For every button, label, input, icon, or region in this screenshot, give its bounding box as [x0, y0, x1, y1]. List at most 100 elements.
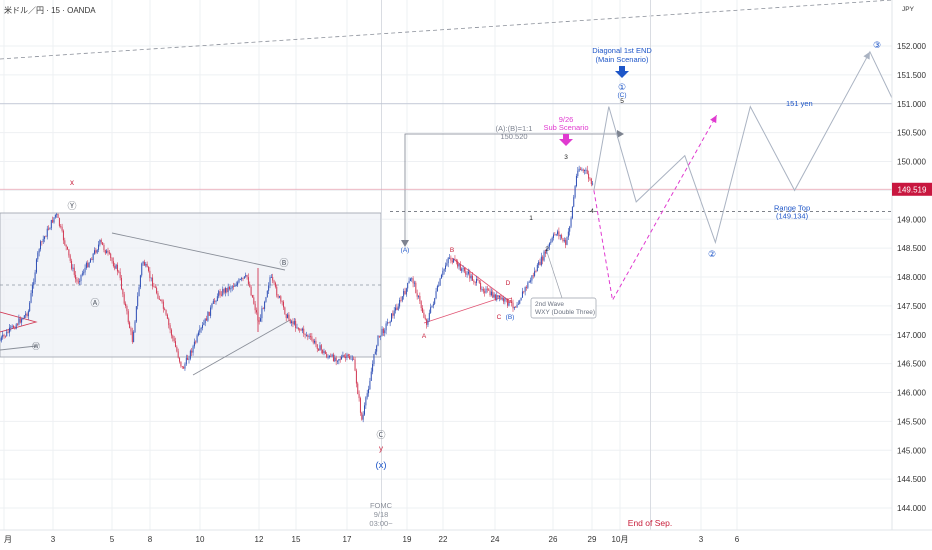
candles[interactable] [0, 165, 594, 423]
candle-body [130, 328, 132, 332]
candle-body [473, 280, 475, 283]
candle-body [523, 291, 525, 293]
candle-body [303, 328, 305, 334]
candle-body [330, 355, 332, 357]
candle-body [60, 225, 62, 227]
wave-a: A [422, 333, 427, 340]
candle-body [310, 336, 311, 338]
candle-body [454, 258, 456, 260]
candle-body [418, 295, 419, 297]
candle-body [436, 286, 438, 292]
x-tick-label: 17 [343, 535, 352, 544]
candle-body [61, 226, 63, 231]
candle-body [162, 301, 164, 309]
candle-body [467, 271, 469, 274]
candle-body [492, 291, 494, 298]
range-box[interactable] [0, 212, 382, 358]
candle-body [476, 278, 478, 283]
candle-body [289, 319, 291, 324]
candle-body [195, 341, 197, 343]
candle-body [350, 358, 352, 360]
diagonal-end-arrow [615, 66, 629, 78]
candle-body [391, 313, 392, 322]
candle-body [288, 314, 290, 320]
candle-body [143, 261, 145, 266]
candle-body [385, 323, 387, 331]
candle-body [415, 282, 417, 294]
second-wave-label-2: WXY (Double Three) [535, 309, 595, 316]
level-151-label: 151 yen [786, 99, 813, 108]
candle-body [177, 351, 179, 358]
candle-body [304, 333, 306, 336]
candle-body [526, 287, 527, 288]
candle-body [64, 240, 66, 245]
candle-body [246, 275, 248, 278]
candle-body [180, 361, 182, 367]
candle-body [6, 331, 8, 337]
candle-body [357, 383, 359, 395]
candle-body [585, 169, 587, 171]
y-tick-label: 151.000 [897, 100, 926, 109]
time-axis[interactable]: 月 3 5 8 10 12 15 17 19 22 24 26 29 10月 3 6 [4, 535, 740, 544]
candle-body [68, 249, 70, 256]
candle-body [131, 331, 133, 343]
y-tick-label: 145.500 [897, 417, 926, 426]
candle-body [99, 239, 101, 245]
candle-body [34, 272, 36, 283]
candle-body [154, 286, 156, 288]
candle-body [542, 256, 544, 261]
candle-body [223, 289, 225, 293]
candle-body [169, 325, 171, 330]
y-tick-label: 149.000 [897, 215, 926, 224]
candle-body [469, 271, 471, 279]
candle-body [187, 357, 189, 360]
candle-body [277, 295, 279, 298]
candle-body [2, 334, 4, 338]
candle-body [424, 317, 426, 320]
candle-body [490, 291, 492, 296]
y-tick-label: 147.000 [897, 331, 926, 340]
candle-body [273, 280, 275, 283]
abc-wedge-drawing[interactable] [423, 257, 509, 324]
candle-body [504, 298, 506, 302]
main-scenario-projection[interactable] [593, 50, 893, 245]
candle-body [250, 286, 252, 296]
wave-x-top: x [70, 178, 74, 187]
candle-body [318, 348, 320, 351]
candle-body [33, 282, 35, 286]
candle-body [555, 234, 557, 236]
candle-body [405, 288, 407, 295]
candle-body [322, 349, 324, 354]
wave-W-circled: Ⓦ [32, 342, 40, 351]
candle-body [434, 298, 436, 304]
candle-body [27, 311, 29, 317]
candle-body [588, 173, 590, 179]
candle-body [214, 300, 216, 302]
candle-body [364, 405, 365, 415]
candle-body [362, 414, 364, 420]
candle-body [76, 279, 78, 282]
candle-body [227, 286, 229, 293]
candle-body [89, 259, 91, 263]
candle-body [10, 326, 12, 328]
candle-body [96, 249, 98, 253]
ratio-measure[interactable] [401, 130, 624, 247]
long-trendline[interactable] [0, 0, 893, 60]
candle-body [116, 264, 118, 272]
candle-body [431, 305, 433, 308]
candle-body [407, 283, 409, 289]
sub-scenario-projection[interactable] [593, 115, 718, 302]
candle-body [482, 288, 484, 292]
annotations: Diagonal 1st END (Main Scenario) 9/26 Su… [32, 40, 881, 528]
candle-body [25, 313, 27, 316]
candle-body [308, 336, 310, 338]
candle-body [427, 319, 429, 325]
candle-body [368, 389, 370, 394]
candle-body [42, 239, 44, 242]
candle-body [172, 335, 174, 339]
candle-body [65, 244, 67, 247]
candle-body [399, 299, 401, 307]
y-tick-label: 144.500 [897, 475, 926, 484]
candle-body [386, 322, 388, 324]
